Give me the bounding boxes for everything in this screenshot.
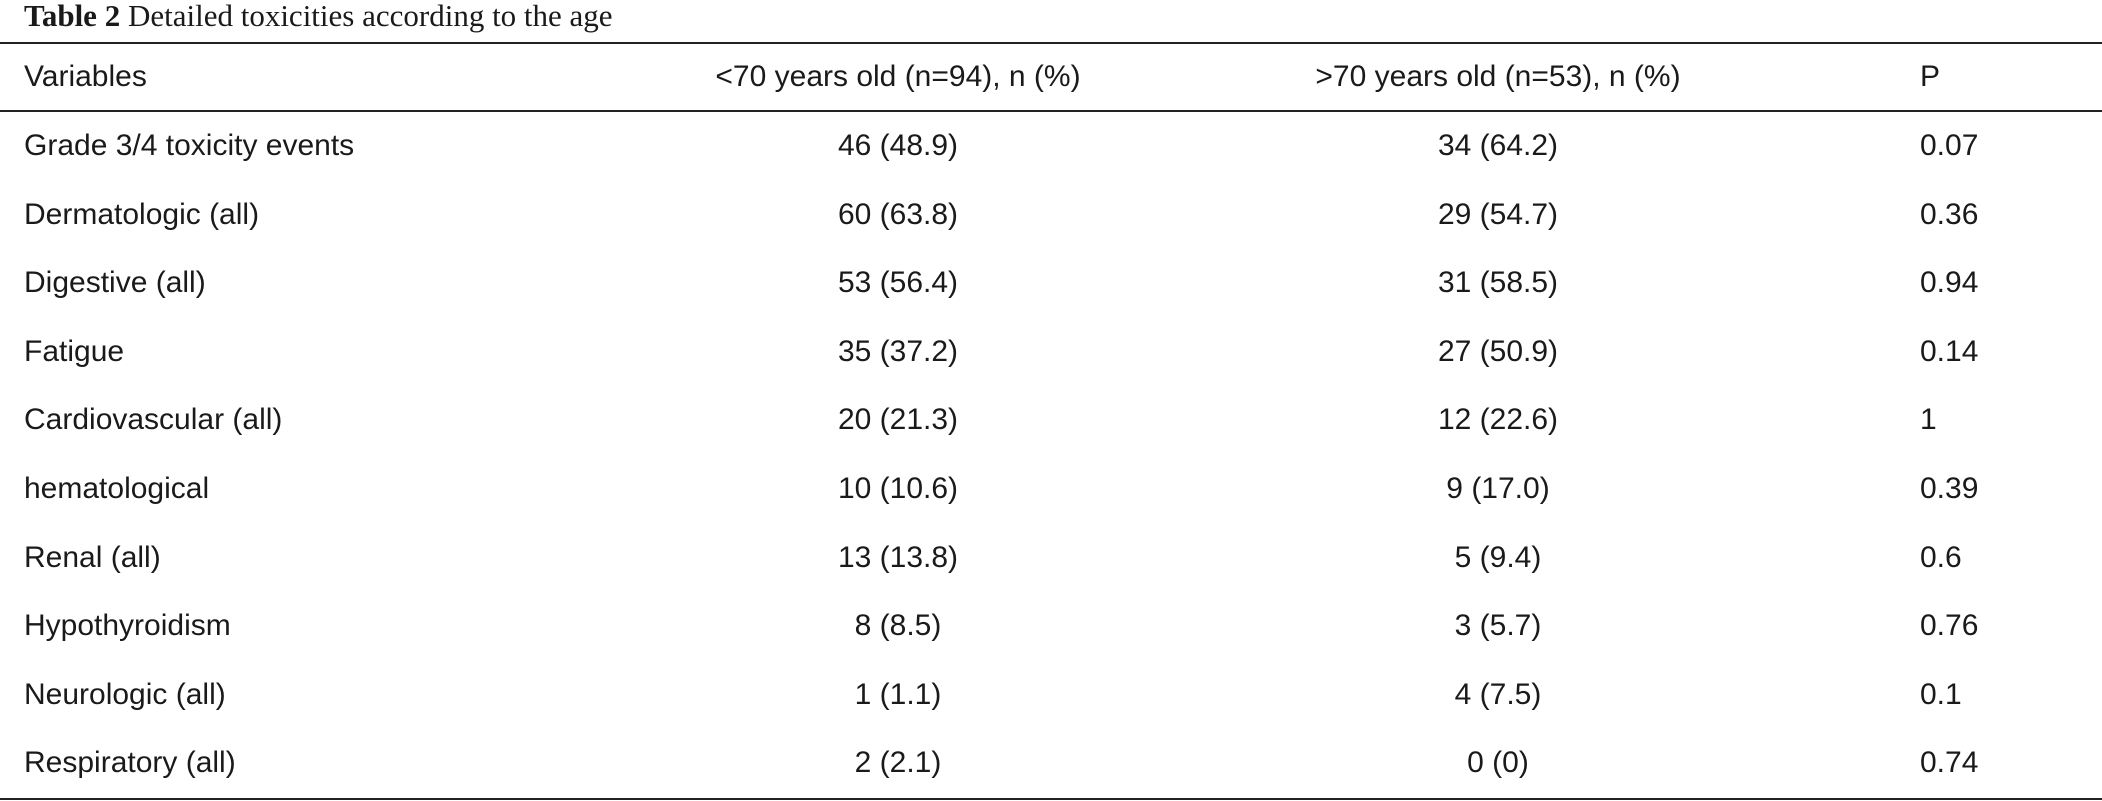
row-variable: Fatigue: [24, 334, 125, 368]
row-p-value: 0.6: [1920, 540, 1962, 574]
row-p-value: 0.39: [1920, 472, 1979, 505]
row-p-value: 0.94: [1920, 266, 1979, 300]
table-caption: Table 2 Detailed toxicities according to…: [24, 0, 613, 36]
row-over-70-value: 5 (9.4): [1454, 540, 1542, 574]
table-caption-label: Table 2: [24, 0, 121, 33]
table-row: hematological 10 (10.6) 9 (17.0) 0.39: [0, 455, 2102, 523]
row-over-70-value: 0 (0): [1467, 746, 1529, 780]
row-variable: Digestive (all): [24, 266, 206, 300]
row-under-70-value: 2 (2.1): [854, 746, 942, 780]
row-variable: Dermatologic (all): [24, 197, 260, 231]
row-over-70-value: 9 (17.0): [1446, 472, 1550, 505]
row-p-value: 0.07: [1920, 129, 1979, 162]
table-header-row: Variables <70 years old (n=94), n (%) >7…: [0, 44, 2102, 110]
table-caption-text: Detailed toxicities according to the age: [127, 0, 613, 33]
row-variable: Respiratory (all): [24, 746, 236, 780]
row-over-70-value: 29 (54.7): [1437, 197, 1559, 231]
table-row: Cardiovascular (all) 20 (21.3) 12 (22.6) 1: [0, 386, 2102, 454]
table-top-rule: [0, 42, 2102, 44]
row-p-value: 0.14: [1920, 334, 1979, 368]
row-under-70-value: 35 (37.2): [837, 334, 959, 368]
row-p-value: 0.74: [1920, 746, 1979, 780]
header-under-70: <70 years old (n=94), n (%): [715, 60, 1081, 93]
row-over-70-value: 31 (58.5): [1437, 266, 1559, 300]
row-variable: hematological: [24, 472, 210, 505]
row-variable: Renal (all): [24, 540, 161, 574]
row-variable: Grade 3/4 toxicity events: [24, 129, 355, 162]
row-under-70-value: 60 (63.8): [837, 197, 959, 231]
row-p-value: 1: [1920, 403, 1937, 437]
table-row: Grade 3/4 toxicity events 46 (48.9) 34 (64…: [0, 112, 2102, 180]
row-under-70-value: 13 (13.8): [837, 540, 959, 574]
row-over-70-value: 27 (50.9): [1437, 334, 1559, 368]
table-bottom-rule: [0, 798, 2102, 800]
row-under-70-value: 53 (56.4): [837, 266, 959, 300]
row-p-value: 0.76: [1920, 609, 1979, 643]
header-over-70: >70 years old (n=53), n (%): [1315, 60, 1681, 93]
header-p-value: P: [1920, 60, 1941, 93]
table-row: Hypothyroidism 8 (8.5) 3 (5.7) 0.76: [0, 592, 2102, 660]
table-row: Neurologic (all) 1 (1.1) 4 (7.5) 0.1: [0, 661, 2102, 729]
row-variable: Hypothyroidism: [24, 609, 231, 643]
row-over-70-value: 3 (5.7): [1454, 609, 1542, 643]
row-over-70-value: 12 (22.6): [1437, 403, 1559, 437]
header-variables: Variables: [24, 60, 147, 93]
row-under-70-value: 46 (48.9): [837, 129, 959, 162]
table-row: Dermatologic (all) 60 (63.8) 29 (54.7) 0.36: [0, 181, 2102, 249]
table-row: Respiratory (all) 2 (2.1) 0 (0) 0.74: [0, 729, 2102, 797]
row-over-70-value: 4 (7.5): [1454, 677, 1542, 711]
row-over-70-value: 34 (64.2): [1437, 129, 1559, 162]
row-under-70-value: 1 (1.1): [854, 677, 942, 711]
row-under-70-value: 10 (10.6): [837, 472, 959, 505]
table-row: Renal (all) 13 (13.8) 5 (9.4) 0.6: [0, 524, 2102, 592]
row-variable: Cardiovascular (all): [24, 403, 283, 437]
row-p-value: 0.36: [1920, 197, 1979, 231]
row-variable: Neurologic (all): [24, 677, 226, 711]
table-row: Fatigue 35 (37.2) 27 (50.9) 0.14: [0, 318, 2102, 386]
row-p-value: 0.1: [1920, 677, 1962, 711]
table-row: Digestive (all) 53 (56.4) 31 (58.5) 0.94: [0, 249, 2102, 317]
row-under-70-value: 20 (21.3): [837, 403, 959, 437]
row-under-70-value: 8 (8.5): [854, 609, 942, 643]
table-header-rule: [0, 110, 2102, 112]
